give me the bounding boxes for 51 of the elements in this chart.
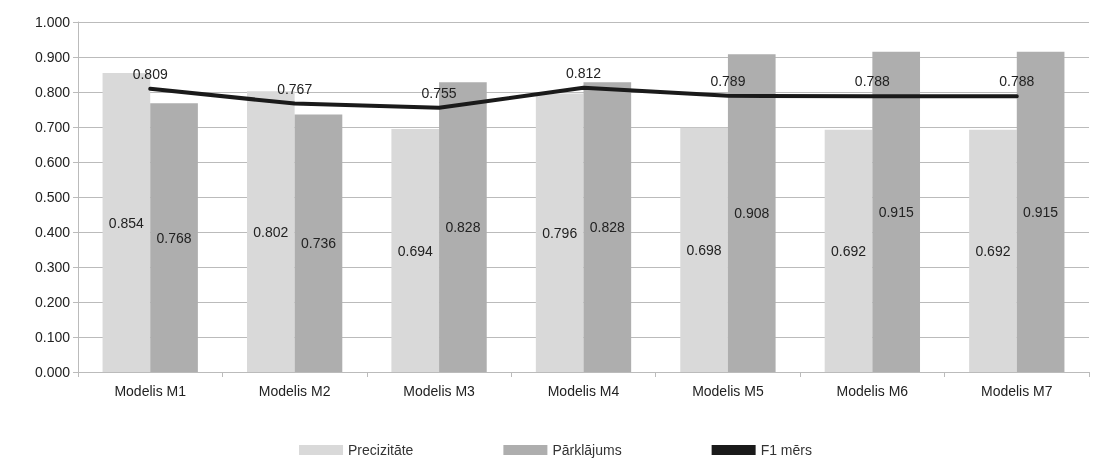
bar [294,114,343,372]
data-label: 0.915 [878,203,914,220]
bar [969,129,1017,372]
data-label: 0.796 [542,224,578,241]
legend-label: F1 mērs [760,442,812,458]
data-label: 0.767 [277,80,313,97]
y-tick-label: 0.000 [34,364,71,380]
x-tick-label: Modelis M6 [836,383,909,399]
data-label: 0.694 [397,242,433,259]
y-tick-label: 0.600 [34,154,71,170]
y-tick-label: 0.800 [34,84,71,100]
x-tick-label: Modelis M7 [980,383,1053,399]
line-series [148,85,1019,110]
data-label: 0.736 [300,235,337,252]
data-label: 0.915 [1023,203,1059,220]
y-tick-label: 1.000 [34,14,71,30]
data-label: 0.755 [421,84,457,101]
bar [583,82,632,372]
y-tick-label: 0.700 [34,119,71,135]
data-label: 0.854 [108,214,145,231]
data-label: 0.692 [831,242,867,259]
data-label: 0.802 [253,223,289,240]
data-label: 0.812 [565,64,602,81]
y-tick-label: 0.400 [34,224,71,240]
bar [680,127,728,372]
legend-label: Pārklājums [552,442,622,458]
data-label: 0.809 [132,65,168,82]
data-label: 0.789 [710,72,746,89]
data-label: 0.692 [975,242,1011,259]
data-label: 0.788 [999,73,1035,90]
data-label: 0.908 [734,205,770,222]
y-tick-label: 0.900 [34,49,71,65]
bar [535,93,584,372]
x-tick-label: Modelis M1 [114,383,187,399]
bar [824,129,873,372]
bar [391,129,440,372]
data-label: 0.768 [156,229,192,246]
bar [150,103,198,372]
x-tick-label: Modelis M2 [258,383,331,399]
data-label: 0.828 [589,219,626,236]
data-label: 0.698 [686,241,722,258]
y-tick-label: 0.200 [34,294,71,310]
x-tick-label: Modelis M3 [403,383,476,399]
data-label: 0.788 [854,73,891,90]
y-tick-label: 0.500 [34,189,71,205]
data-label: 0.828 [445,219,481,236]
legend-label: Precizitāte [348,442,414,458]
x-tick-label: Modelis M5 [692,383,764,399]
y-tick-label: 0.300 [34,259,71,275]
x-tick-label: Modelis M4 [547,383,620,399]
y-tick-label: 0.100 [34,329,71,345]
